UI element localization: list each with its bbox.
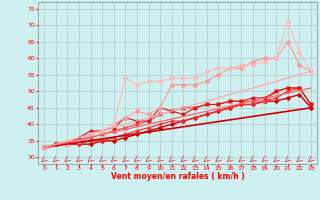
X-axis label: Vent moyen/en rafales ( km/h ): Vent moyen/en rafales ( km/h ): [111, 172, 244, 181]
